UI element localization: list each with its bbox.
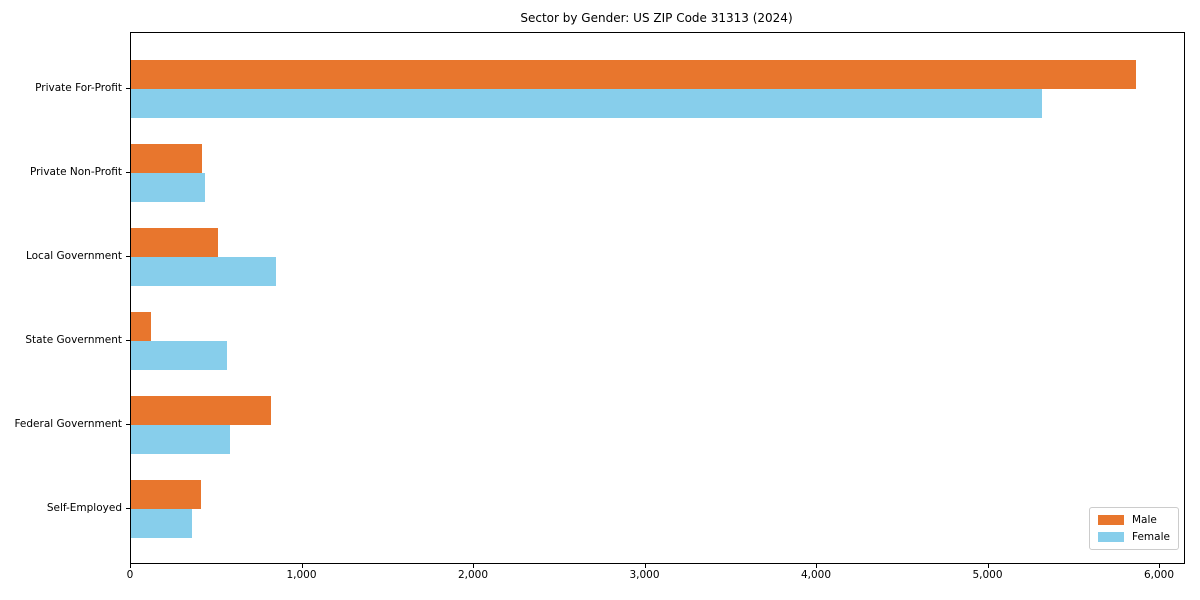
bar-male-state-government: [131, 312, 151, 341]
x-tick-mark: [473, 563, 474, 568]
bar-female-state-government: [131, 341, 227, 370]
legend-row-male: Male: [1098, 514, 1170, 526]
legend-label-male: Male: [1132, 514, 1157, 526]
y-tick-label: Self-Employed: [46, 502, 122, 514]
y-tick-mark: [126, 88, 130, 89]
bar-male-private-for-profit: [131, 60, 1136, 89]
y-tick-mark: [126, 424, 130, 425]
y-tick-mark: [126, 508, 130, 509]
legend-row-female: Female: [1098, 531, 1170, 543]
x-tick-mark: [816, 563, 817, 568]
x-tick-mark: [1159, 563, 1160, 568]
x-tick-label: 2,000: [457, 569, 489, 581]
bar-male-local-government: [131, 228, 218, 257]
y-tick-label: Federal Government: [14, 418, 122, 430]
bar-female-self-employed: [131, 509, 192, 538]
y-tick-mark: [126, 172, 130, 173]
legend-label-female: Female: [1132, 531, 1170, 543]
x-tick-mark: [987, 563, 989, 568]
x-tick-label: 3,000: [629, 569, 660, 581]
legend-swatch: [1098, 532, 1124, 542]
x-tick-mark: [130, 563, 131, 568]
chart-title: Sector by Gender: US ZIP Code 31313 (202…: [520, 11, 793, 25]
y-tick-label: Local Government: [25, 250, 122, 262]
legend: Male Female: [1089, 507, 1179, 550]
x-tick-label: 0: [126, 569, 134, 581]
x-tick-label: 1,000: [286, 569, 317, 581]
y-tick-label: State Government: [25, 334, 122, 346]
x-tick-label: 5,000: [972, 569, 1003, 581]
legend-swatch: [1098, 515, 1124, 525]
bar-female-private-non-profit: [131, 173, 205, 202]
bar-female-federal-government: [131, 425, 230, 454]
y-tick-label: Private Non-Profit: [29, 166, 122, 178]
bar-female-local-government: [131, 257, 276, 286]
y-tick-mark: [126, 340, 130, 341]
bar-female-private-for-profit: [131, 89, 1042, 118]
x-tick-label: 4,000: [800, 569, 832, 581]
plot-area: [130, 32, 1185, 564]
bar-male-federal-government: [131, 396, 271, 425]
y-tick-mark: [126, 256, 130, 257]
bar-male-private-non-profit: [131, 144, 203, 173]
x-tick-mark: [644, 563, 646, 568]
x-tick-label: 6,000: [1143, 569, 1175, 581]
bar-male-self-employed: [131, 480, 201, 509]
y-tick-label: Private For-Profit: [35, 82, 122, 94]
x-tick-mark: [301, 563, 303, 568]
